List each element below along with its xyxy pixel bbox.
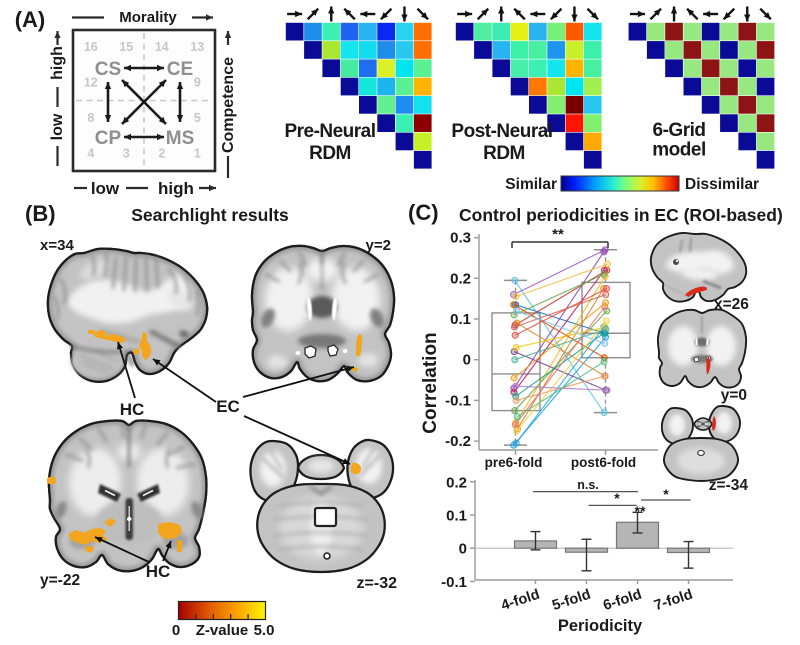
svg-text:Dissimilar: Dissimilar: [685, 176, 759, 193]
svg-text:low: low: [49, 113, 66, 140]
svg-text:*: *: [614, 490, 620, 506]
svg-text:Z-value: Z-value: [196, 622, 249, 639]
svg-text:z=-32: z=-32: [357, 575, 398, 592]
svg-text:high: high: [49, 46, 66, 80]
svg-text:0.2: 0.2: [450, 270, 471, 287]
svg-text:6-Grid: 6-Grid: [653, 120, 706, 141]
svg-text:RDM: RDM: [309, 143, 351, 164]
svg-text:post6-fold: post6-fold: [571, 455, 636, 470]
svg-text:0: 0: [459, 541, 467, 558]
svg-text:-0.1: -0.1: [445, 392, 471, 409]
svg-text:0: 0: [172, 622, 180, 639]
svg-text:EC: EC: [216, 397, 240, 416]
svg-text:*: *: [663, 486, 669, 502]
svg-text:CS: CS: [95, 59, 121, 80]
svg-text:x=34: x=34: [40, 237, 74, 254]
svg-text:(C): (C): [408, 200, 439, 225]
svg-text:1: 1: [194, 147, 201, 161]
svg-text:-0.1: -0.1: [441, 574, 467, 591]
svg-text:low: low: [91, 179, 120, 198]
svg-text:0.1: 0.1: [450, 311, 471, 328]
svg-text:Correlation: Correlation: [420, 332, 441, 433]
svg-text:15: 15: [119, 40, 133, 54]
svg-text:4: 4: [87, 147, 94, 161]
svg-text:14: 14: [155, 40, 169, 54]
svg-text:8: 8: [87, 111, 94, 125]
svg-text:z=-34: z=-34: [709, 477, 749, 494]
svg-text:CE: CE: [167, 59, 193, 80]
svg-text:13: 13: [190, 40, 204, 54]
svg-text:n.s.: n.s.: [577, 478, 599, 492]
svg-text:RDM: RDM: [483, 143, 525, 164]
svg-text:0: 0: [463, 352, 471, 369]
svg-text:Morality: Morality: [119, 9, 177, 26]
svg-text:(B): (B): [25, 201, 56, 226]
svg-text:3: 3: [123, 147, 130, 161]
svg-text:Post-Neural: Post-Neural: [451, 121, 552, 142]
svg-text:Pre-Neural: Pre-Neural: [284, 121, 375, 142]
svg-text:2: 2: [158, 147, 165, 161]
svg-text:0.3: 0.3: [450, 230, 471, 247]
svg-text:0.2: 0.2: [446, 474, 467, 491]
svg-text:-0.2: -0.2: [445, 433, 471, 450]
svg-text:y=-22: y=-22: [40, 572, 80, 589]
svg-text:Periodicity: Periodicity: [558, 617, 643, 635]
svg-text:pre6-fold: pre6-fold: [485, 455, 543, 470]
svg-text:Searchlight results: Searchlight results: [131, 205, 289, 225]
svg-text:Control periodicities in EC (R: Control periodicities in EC (ROI-based): [459, 205, 783, 225]
svg-text:(A): (A): [15, 7, 46, 32]
svg-text:9: 9: [194, 76, 201, 90]
svg-text:Competence: Competence: [220, 57, 237, 153]
svg-text:0.1: 0.1: [446, 508, 467, 525]
svg-text:high: high: [158, 179, 194, 198]
svg-text:y=0: y=0: [721, 387, 747, 404]
svg-text:model: model: [652, 140, 705, 161]
svg-text:CP: CP: [95, 128, 122, 149]
svg-text:y=2: y=2: [366, 237, 391, 254]
svg-text:5: 5: [194, 111, 201, 125]
svg-text:12: 12: [84, 76, 98, 90]
svg-text:**: **: [552, 226, 564, 243]
svg-text:HC: HC: [120, 400, 145, 419]
svg-text:HC: HC: [146, 562, 171, 581]
svg-text:5.0: 5.0: [254, 622, 275, 639]
svg-text:16: 16: [84, 40, 98, 54]
svg-text:x=26: x=26: [714, 296, 749, 313]
svg-text:MS: MS: [166, 128, 195, 149]
svg-text:Similar: Similar: [505, 176, 557, 193]
svg-text:**: **: [635, 503, 646, 519]
